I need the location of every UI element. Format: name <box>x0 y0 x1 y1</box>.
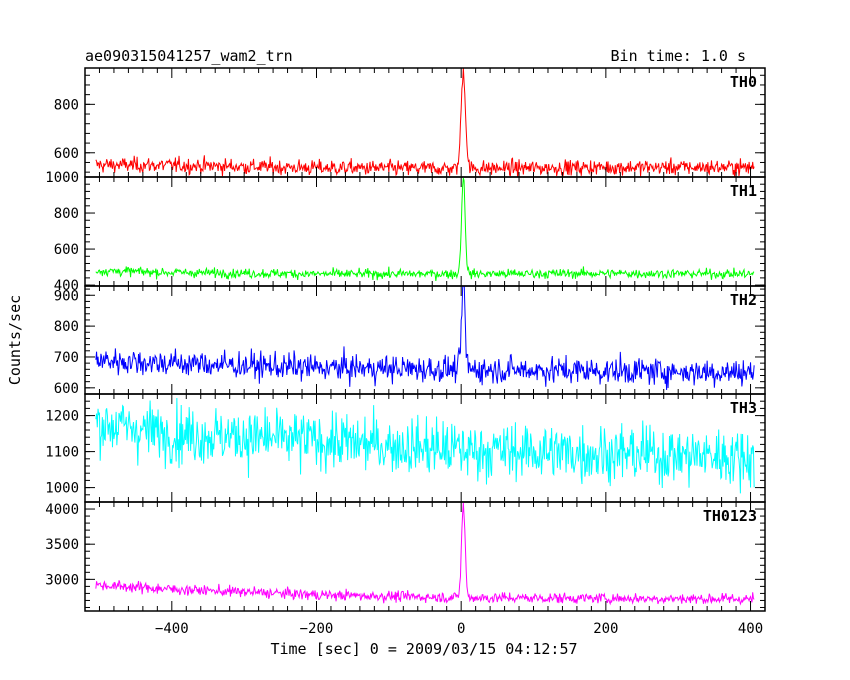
panel-frame <box>84 176 766 287</box>
panel-label-th2: TH2 <box>730 291 757 309</box>
x-axis: −400 −200 0 200 400 <box>155 621 763 637</box>
y-axis-label: Counts/sec <box>6 295 24 385</box>
series-th0123 <box>95 502 755 606</box>
y-tick-label: 4000 <box>45 502 79 518</box>
panel-th0123: 3000 3500 4000 TH0123 <box>45 501 766 612</box>
panel-th1: 400 600 800 1000 TH1 <box>45 170 766 294</box>
y-tick-label: 1000 <box>45 170 79 186</box>
panel-frame <box>84 501 766 612</box>
x-tick-label: 200 <box>593 621 618 637</box>
y-tick-label: 800 <box>54 97 79 113</box>
y-tick-label: 1200 <box>45 409 79 425</box>
panels: 600 800 TH0 400 600 800 1000 TH1 600 700 800 900 TH2… <box>45 67 766 612</box>
x-tick-label: 0 <box>457 621 465 637</box>
y-tick-label: 800 <box>54 319 79 335</box>
y-tick-label: 1000 <box>45 481 79 497</box>
series-th3 <box>95 398 755 494</box>
panel-label-th1: TH1 <box>730 182 757 200</box>
series-th0 <box>95 68 755 177</box>
y-tick-label: 600 <box>54 146 79 162</box>
x-tick-label: −400 <box>155 621 189 637</box>
series-th1 <box>95 177 755 282</box>
y-tick-label: 600 <box>54 242 79 258</box>
y-tick-label: 1100 <box>45 445 79 461</box>
x-axis-label: Time [sec] 0 = 2009/03/15 04:12:57 <box>270 640 577 658</box>
panel-th3: 1000 1100 1200 TH3 <box>45 393 766 503</box>
observation-id: ae090315041257_wam2_trn <box>85 47 293 65</box>
y-tick-label: 600 <box>54 381 79 397</box>
y-tick-label: 700 <box>54 350 79 366</box>
y-tick-label: 800 <box>54 206 79 222</box>
x-tick-label: 400 <box>738 621 763 637</box>
y-tick-label: 3000 <box>45 572 79 588</box>
panel-label-th0123: TH0123 <box>703 507 757 525</box>
y-tick-label: 3500 <box>45 537 79 553</box>
x-tick-label: −200 <box>300 621 334 637</box>
series-th2 <box>95 286 755 390</box>
y-tick-label: 400 <box>54 278 79 294</box>
panel-frame <box>84 67 766 178</box>
y-tick-label: 900 <box>54 288 79 304</box>
panel-th0: 600 800 TH0 <box>54 67 766 178</box>
panel-th2: 600 700 800 900 TH2 <box>54 285 766 397</box>
panel-label-th0: TH0 <box>730 73 757 91</box>
panel-label-th3: TH3 <box>730 399 757 417</box>
bin-time-label: Bin time: 1.0 s <box>611 47 746 65</box>
